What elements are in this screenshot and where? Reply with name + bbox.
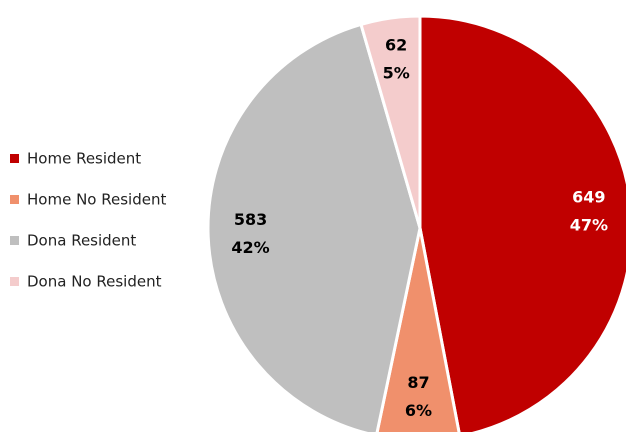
legend-swatch (10, 277, 19, 286)
slice-percent-label: 47% (570, 216, 608, 235)
legend-swatch (10, 154, 19, 163)
legend-text: Dona Resident (27, 232, 136, 250)
legend-text: Home No Resident (27, 191, 166, 209)
legend-text: Home Resident (27, 150, 141, 168)
slice-percent-label: 6% (405, 401, 432, 420)
legend-text: Dona No Resident (27, 273, 162, 291)
slice-value-label: 87 (407, 373, 429, 392)
pie-slice (206, 22, 422, 432)
slice-percent-label: 5% (383, 64, 410, 83)
pie-slice (359, 14, 422, 229)
slice-value-label: 62 (385, 36, 407, 55)
slice-percent-label: 42% (231, 238, 269, 257)
legend-swatch (10, 236, 19, 245)
slice-value-label: 583 (234, 210, 267, 229)
pie-slice (418, 14, 626, 432)
pie-slice (375, 227, 461, 432)
slice-value-label: 649 (572, 188, 605, 207)
legend-swatch (10, 195, 19, 204)
